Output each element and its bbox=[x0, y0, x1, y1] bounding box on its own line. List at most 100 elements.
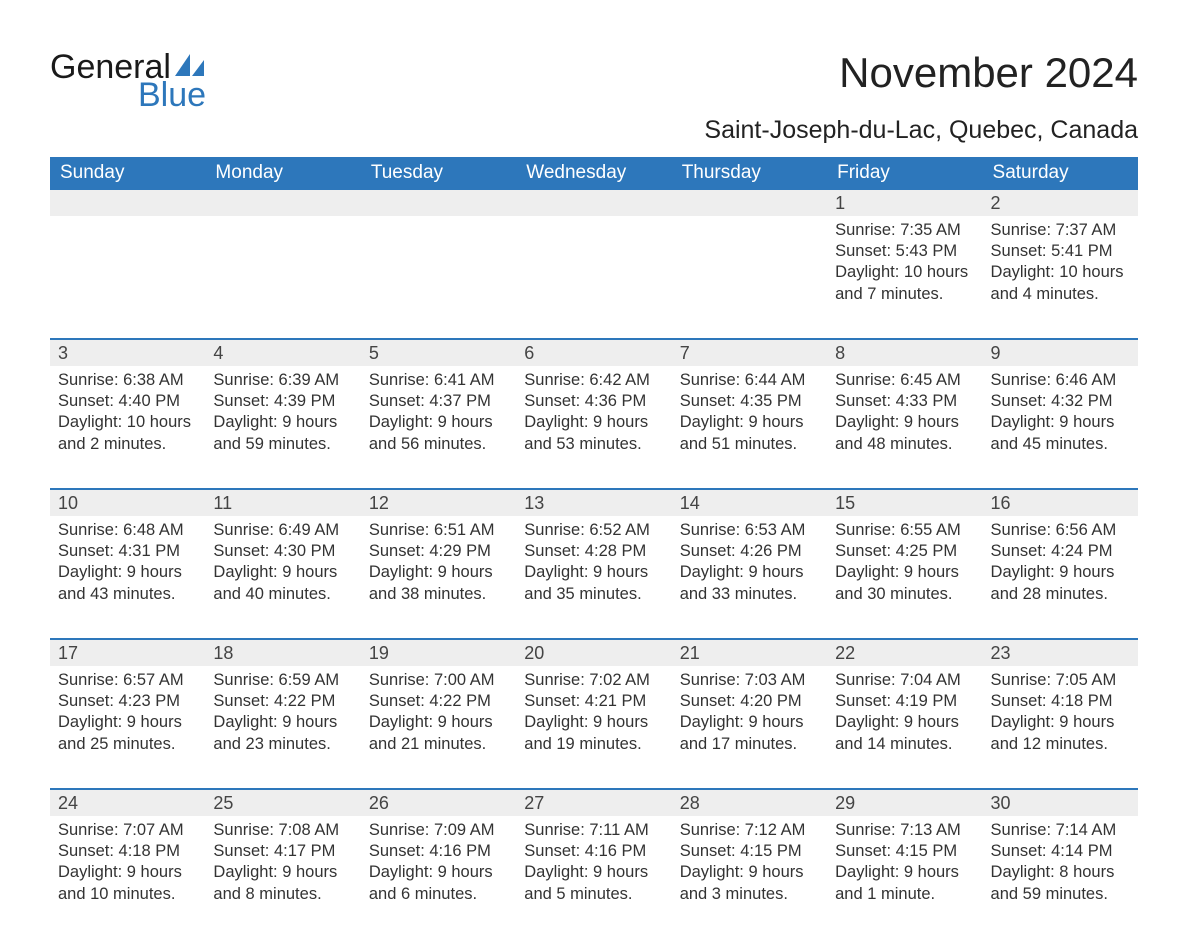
calendar-day: 13Sunrise: 6:52 AMSunset: 4:28 PMDayligh… bbox=[516, 490, 671, 610]
calendar-day: 5Sunrise: 6:41 AMSunset: 4:37 PMDaylight… bbox=[361, 340, 516, 460]
sunset-text: Sunset: 4:16 PM bbox=[524, 841, 663, 862]
day-details: Sunrise: 6:46 AMSunset: 4:32 PMDaylight:… bbox=[983, 366, 1138, 454]
sunset-text: Sunset: 4:31 PM bbox=[58, 541, 197, 562]
daylight-text: Daylight: 10 hours and 7 minutes. bbox=[835, 262, 974, 304]
weekday-header: Thursday bbox=[672, 157, 827, 190]
daylight-text: Daylight: 9 hours and 33 minutes. bbox=[680, 562, 819, 604]
day-number: 16 bbox=[983, 490, 1138, 516]
calendar-day: 18Sunrise: 6:59 AMSunset: 4:22 PMDayligh… bbox=[205, 640, 360, 760]
day-details: Sunrise: 7:03 AMSunset: 4:20 PMDaylight:… bbox=[672, 666, 827, 754]
weekday-header: Wednesday bbox=[516, 157, 671, 190]
day-details: Sunrise: 6:52 AMSunset: 4:28 PMDaylight:… bbox=[516, 516, 671, 604]
weekday-header: Friday bbox=[827, 157, 982, 190]
sunrise-text: Sunrise: 7:13 AM bbox=[835, 820, 974, 841]
daylight-text: Daylight: 9 hours and 53 minutes. bbox=[524, 412, 663, 454]
sunrise-text: Sunrise: 6:59 AM bbox=[213, 670, 352, 691]
day-number: 26 bbox=[361, 790, 516, 816]
sunset-text: Sunset: 4:40 PM bbox=[58, 391, 197, 412]
daylight-text: Daylight: 9 hours and 25 minutes. bbox=[58, 712, 197, 754]
day-number bbox=[361, 190, 516, 216]
calendar-week: 24Sunrise: 7:07 AMSunset: 4:18 PMDayligh… bbox=[50, 788, 1138, 910]
weeks-container: 1Sunrise: 7:35 AMSunset: 5:43 PMDaylight… bbox=[50, 190, 1138, 910]
sunset-text: Sunset: 4:29 PM bbox=[369, 541, 508, 562]
day-number: 28 bbox=[672, 790, 827, 816]
sunrise-text: Sunrise: 6:56 AM bbox=[991, 520, 1130, 541]
daylight-text: Daylight: 9 hours and 3 minutes. bbox=[680, 862, 819, 904]
calendar-day: 21Sunrise: 7:03 AMSunset: 4:20 PMDayligh… bbox=[672, 640, 827, 760]
day-number bbox=[516, 190, 671, 216]
day-number: 12 bbox=[361, 490, 516, 516]
day-number bbox=[672, 190, 827, 216]
sunset-text: Sunset: 4:17 PM bbox=[213, 841, 352, 862]
sunset-text: Sunset: 4:32 PM bbox=[991, 391, 1130, 412]
day-number: 1 bbox=[827, 190, 982, 216]
day-number: 30 bbox=[983, 790, 1138, 816]
calendar-day: 17Sunrise: 6:57 AMSunset: 4:23 PMDayligh… bbox=[50, 640, 205, 760]
sunrise-text: Sunrise: 7:37 AM bbox=[991, 220, 1130, 241]
calendar-day: 27Sunrise: 7:11 AMSunset: 4:16 PMDayligh… bbox=[516, 790, 671, 910]
day-number: 5 bbox=[361, 340, 516, 366]
day-details: Sunrise: 6:44 AMSunset: 4:35 PMDaylight:… bbox=[672, 366, 827, 454]
calendar-day: 12Sunrise: 6:51 AMSunset: 4:29 PMDayligh… bbox=[361, 490, 516, 610]
sunrise-text: Sunrise: 6:38 AM bbox=[58, 370, 197, 391]
sunrise-text: Sunrise: 7:12 AM bbox=[680, 820, 819, 841]
calendar-day: 4Sunrise: 6:39 AMSunset: 4:39 PMDaylight… bbox=[205, 340, 360, 460]
day-details: Sunrise: 6:39 AMSunset: 4:39 PMDaylight:… bbox=[205, 366, 360, 454]
sunrise-text: Sunrise: 7:07 AM bbox=[58, 820, 197, 841]
day-number: 10 bbox=[50, 490, 205, 516]
page-title: November 2024 bbox=[704, 50, 1138, 96]
sunrise-text: Sunrise: 6:48 AM bbox=[58, 520, 197, 541]
daylight-text: Daylight: 10 hours and 2 minutes. bbox=[58, 412, 197, 454]
sunset-text: Sunset: 4:23 PM bbox=[58, 691, 197, 712]
calendar-day: 9Sunrise: 6:46 AMSunset: 4:32 PMDaylight… bbox=[983, 340, 1138, 460]
sunset-text: Sunset: 4:21 PM bbox=[524, 691, 663, 712]
sunset-text: Sunset: 4:39 PM bbox=[213, 391, 352, 412]
day-number: 6 bbox=[516, 340, 671, 366]
day-number: 19 bbox=[361, 640, 516, 666]
logo-word2: Blue bbox=[138, 78, 206, 112]
sunset-text: Sunset: 5:41 PM bbox=[991, 241, 1130, 262]
day-number: 21 bbox=[672, 640, 827, 666]
sunrise-text: Sunrise: 7:14 AM bbox=[991, 820, 1130, 841]
day-details: Sunrise: 7:14 AMSunset: 4:14 PMDaylight:… bbox=[983, 816, 1138, 904]
sunrise-text: Sunrise: 6:42 AM bbox=[524, 370, 663, 391]
sunset-text: Sunset: 4:24 PM bbox=[991, 541, 1130, 562]
calendar-day: 20Sunrise: 7:02 AMSunset: 4:21 PMDayligh… bbox=[516, 640, 671, 760]
day-number: 20 bbox=[516, 640, 671, 666]
weekday-header-row: Sunday Monday Tuesday Wednesday Thursday… bbox=[50, 157, 1138, 190]
sunrise-text: Sunrise: 6:49 AM bbox=[213, 520, 352, 541]
daylight-text: Daylight: 9 hours and 12 minutes. bbox=[991, 712, 1130, 754]
location-text: Saint-Joseph-du-Lac, Quebec, Canada bbox=[704, 116, 1138, 145]
sunset-text: Sunset: 4:33 PM bbox=[835, 391, 974, 412]
day-details: Sunrise: 7:11 AMSunset: 4:16 PMDaylight:… bbox=[516, 816, 671, 904]
day-details: Sunrise: 7:05 AMSunset: 4:18 PMDaylight:… bbox=[983, 666, 1138, 754]
sunrise-text: Sunrise: 7:03 AM bbox=[680, 670, 819, 691]
calendar-page: General Blue November 2024 Saint-Joseph-… bbox=[0, 0, 1188, 940]
day-number: 24 bbox=[50, 790, 205, 816]
daylight-text: Daylight: 9 hours and 8 minutes. bbox=[213, 862, 352, 904]
day-details: Sunrise: 6:53 AMSunset: 4:26 PMDaylight:… bbox=[672, 516, 827, 604]
day-details: Sunrise: 6:57 AMSunset: 4:23 PMDaylight:… bbox=[50, 666, 205, 754]
sunrise-text: Sunrise: 6:53 AM bbox=[680, 520, 819, 541]
day-number: 22 bbox=[827, 640, 982, 666]
day-details: Sunrise: 6:45 AMSunset: 4:33 PMDaylight:… bbox=[827, 366, 982, 454]
day-number: 3 bbox=[50, 340, 205, 366]
day-number: 11 bbox=[205, 490, 360, 516]
day-number: 23 bbox=[983, 640, 1138, 666]
sunset-text: Sunset: 4:18 PM bbox=[991, 691, 1130, 712]
sunrise-text: Sunrise: 6:41 AM bbox=[369, 370, 508, 391]
calendar-day: 29Sunrise: 7:13 AMSunset: 4:15 PMDayligh… bbox=[827, 790, 982, 910]
day-number: 14 bbox=[672, 490, 827, 516]
day-number bbox=[50, 190, 205, 216]
weekday-header: Tuesday bbox=[361, 157, 516, 190]
calendar-grid: Sunday Monday Tuesday Wednesday Thursday… bbox=[50, 157, 1138, 910]
daylight-text: Daylight: 10 hours and 4 minutes. bbox=[991, 262, 1130, 304]
day-number: 2 bbox=[983, 190, 1138, 216]
day-details: Sunrise: 7:13 AMSunset: 4:15 PMDaylight:… bbox=[827, 816, 982, 904]
sunset-text: Sunset: 4:19 PM bbox=[835, 691, 974, 712]
sunset-text: Sunset: 4:14 PM bbox=[991, 841, 1130, 862]
brand-logo: General Blue bbox=[50, 50, 206, 112]
daylight-text: Daylight: 9 hours and 10 minutes. bbox=[58, 862, 197, 904]
sunset-text: Sunset: 5:43 PM bbox=[835, 241, 974, 262]
sunrise-text: Sunrise: 7:09 AM bbox=[369, 820, 508, 841]
